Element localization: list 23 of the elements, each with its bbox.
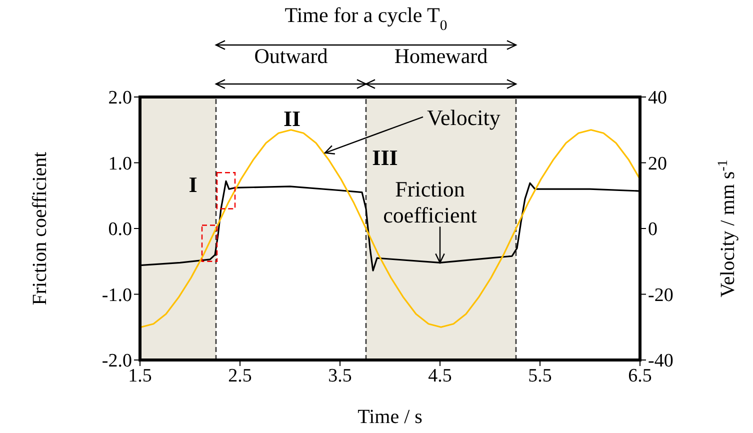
y-axis-title: Friction coefficient [29,151,51,306]
text: Homeward [394,44,488,68]
annotation: I [188,172,198,197]
x-tick-label: 3.5 [328,365,352,386]
y-tick-label: -1.0 [102,284,132,306]
text: Time for a cycle T$_{0}$ [284,3,448,34]
y2-tick-label: 40 [648,88,667,109]
x-tick-label: 5.5 [528,365,552,386]
x-tick-label: 4.5 [428,365,452,386]
y-tick-label: 1.0 [108,153,132,174]
y2-tick-label: 0 [648,219,658,240]
annotation: Friction coefficient [383,176,477,228]
annotation: II [283,106,301,131]
annotation: III [372,145,398,170]
y-tick-label: 2.0 [108,88,132,109]
y2-tick-label: -20 [648,284,674,306]
text: Outward [254,44,328,68]
line-series [140,129,640,328]
y2-tick-label: 20 [648,153,667,174]
x-axis-title: Time / s [358,406,423,428]
annotation: Velocity [427,104,500,130]
x-tick-label: 2.5 [228,365,252,386]
y-tick-label: 0.0 [108,219,132,240]
